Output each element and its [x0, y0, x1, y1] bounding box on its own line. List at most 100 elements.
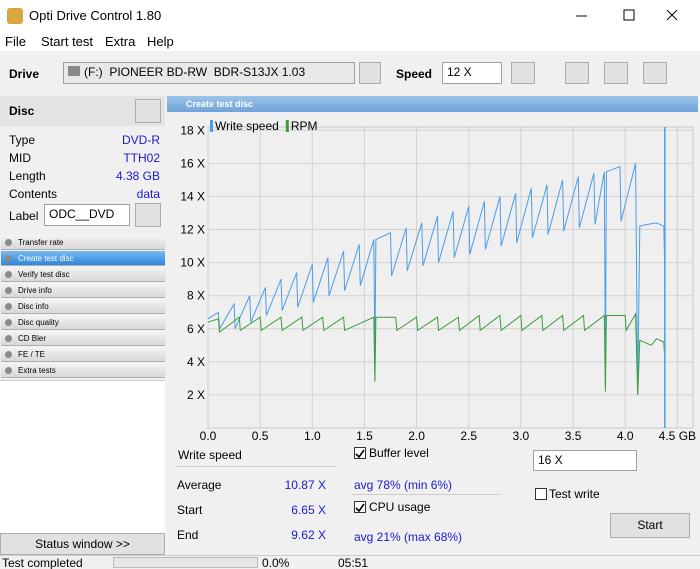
nav-icon: [5, 367, 12, 374]
app-icon: [7, 8, 23, 24]
nav-item[interactable]: Extra tests: [1, 363, 165, 378]
label-caption: Label: [9, 209, 39, 223]
field-value: TTH02: [123, 151, 160, 165]
chart: 2 X 4 X 6 X 8 X 10 X 12 X 14 X 16 X 18 X 0.0 0.5 1.…: [167, 113, 698, 445]
erase-button[interactable]: [565, 62, 589, 84]
drive-text: (F:) PIONEER BD-RW BDR-S13JX 1.03: [84, 65, 306, 79]
field-name: MID: [9, 151, 31, 165]
panel-header: [167, 96, 698, 112]
x-tick-label: 3.5: [565, 429, 582, 443]
label-field[interactable]: ODC__DVD: [44, 204, 130, 226]
x-tick-label: 2.0: [408, 429, 425, 443]
nav-item[interactable]: FE / TE: [1, 347, 165, 362]
field-value: DVD-R: [122, 133, 160, 147]
y-tick-label: 16 X: [180, 156, 205, 170]
stat-value: 9.62 X: [291, 528, 326, 542]
disc-refresh[interactable]: [135, 99, 161, 123]
status-text: Test completed: [2, 556, 83, 569]
legend-label: Write speed: [215, 119, 279, 133]
speed-label: Speed: [396, 67, 433, 81]
buffer-summary: avg 78% (min 6%): [354, 478, 453, 492]
nav-icon: [5, 335, 12, 342]
nav-icon: [5, 351, 12, 358]
nav-item[interactable]: Transfer rate: [1, 235, 165, 250]
x-tick-label: 0.0: [200, 429, 217, 443]
save-button[interactable]: [643, 62, 667, 84]
y-tick-label: 14 X: [180, 189, 205, 203]
cpu-summary: avg 21% (max 68%): [354, 530, 463, 544]
y-tick-label: 8 X: [187, 289, 205, 303]
nav-item[interactable]: Drive info: [1, 283, 165, 298]
label-text: ODC__DVD: [49, 207, 115, 221]
cpu-label: CPU usage: [369, 500, 431, 514]
x-tick-label: 3.0: [513, 429, 530, 443]
eject-button[interactable]: [359, 62, 381, 84]
x-tick-label: 1.5: [356, 429, 373, 443]
stat-name: Average: [177, 478, 222, 492]
menu-item[interactable]: Help: [147, 34, 174, 49]
x-tick-label: 4.0: [617, 429, 634, 443]
nav-icon: [5, 239, 12, 246]
label-button[interactable]: [135, 203, 161, 227]
cpu-separator: [352, 494, 500, 495]
drive-select[interactable]: (F:) PIONEER BD-RW BDR-S13JX 1.03: [63, 62, 355, 84]
stat-value: 10.87 X: [284, 478, 326, 492]
nav-icon: [5, 271, 12, 278]
progress-bar: [113, 557, 258, 568]
y-tick-label: 12 X: [180, 223, 205, 237]
stat-value: 6.65 X: [291, 503, 326, 517]
nav-item[interactable]: Verify test disc: [1, 267, 165, 282]
start-button[interactable]: Start: [610, 513, 690, 538]
y-tick-label: 6 X: [187, 322, 205, 336]
speed-select[interactable]: 12 X: [442, 62, 502, 84]
x-tick-label: 0.5: [252, 429, 269, 443]
x-tick-label: 4.5 GB: [659, 429, 696, 443]
nav-icon: [5, 287, 12, 294]
nav-item[interactable]: CD Bler: [1, 331, 165, 346]
nav-item[interactable]: Disc info: [1, 299, 165, 314]
start-text: Start: [637, 518, 663, 532]
stats-title: Write speed: [178, 448, 242, 462]
write-speed-select[interactable]: 16 X: [533, 450, 637, 471]
stat-name: End: [177, 528, 199, 542]
field-value: data: [136, 187, 160, 201]
cpu-checkbox[interactable]: [354, 501, 366, 513]
nav-item[interactable]: Disc quality: [1, 315, 165, 330]
status-window-button[interactable]: Status window >>: [0, 533, 165, 555]
test-write-checkbox[interactable]: [535, 488, 547, 500]
drive-label: Drive: [9, 67, 40, 81]
nav-icon: [5, 255, 12, 262]
y-tick-label: 10 X: [180, 256, 205, 270]
y-tick-label: 18 X: [180, 123, 205, 137]
legend-swatch: [210, 120, 213, 132]
write-speed-text: 16 X: [538, 453, 563, 467]
plot-area: [207, 126, 694, 429]
buffer-label: Buffer level: [369, 446, 429, 460]
window-controls[interactable]: [560, 0, 700, 31]
window-title: Opti Drive Control 1.80: [29, 8, 162, 23]
menu-item[interactable]: File: [5, 34, 26, 49]
menu-bar: [0, 31, 700, 51]
field-name: Contents: [9, 187, 58, 201]
status-progress: 0.0%: [262, 556, 290, 569]
speed-text: 12 X: [447, 65, 472, 79]
settings-button[interactable]: [604, 62, 628, 84]
refresh-button[interactable]: [511, 62, 535, 84]
check-mark: [355, 503, 365, 513]
field-name: Type: [9, 133, 36, 147]
nav-blank: [0, 380, 165, 533]
legend-label: RPM: [291, 119, 318, 133]
field-value: 4.38 GB: [115, 169, 160, 183]
menu-item[interactable]: Extra: [105, 34, 136, 49]
test-write-label: Test write: [549, 487, 600, 501]
series-line: [207, 163, 666, 395]
stat-name: Start: [177, 503, 203, 517]
status-window-text: Status window >>: [35, 537, 130, 551]
buffer-checkbox[interactable]: [354, 447, 366, 459]
check-mark: [355, 449, 365, 459]
nav-item[interactable]: Create test disc: [1, 251, 165, 266]
field-name: Length: [9, 169, 46, 183]
stats-separator: [175, 466, 335, 467]
menu-item[interactable]: Start test: [41, 34, 94, 49]
